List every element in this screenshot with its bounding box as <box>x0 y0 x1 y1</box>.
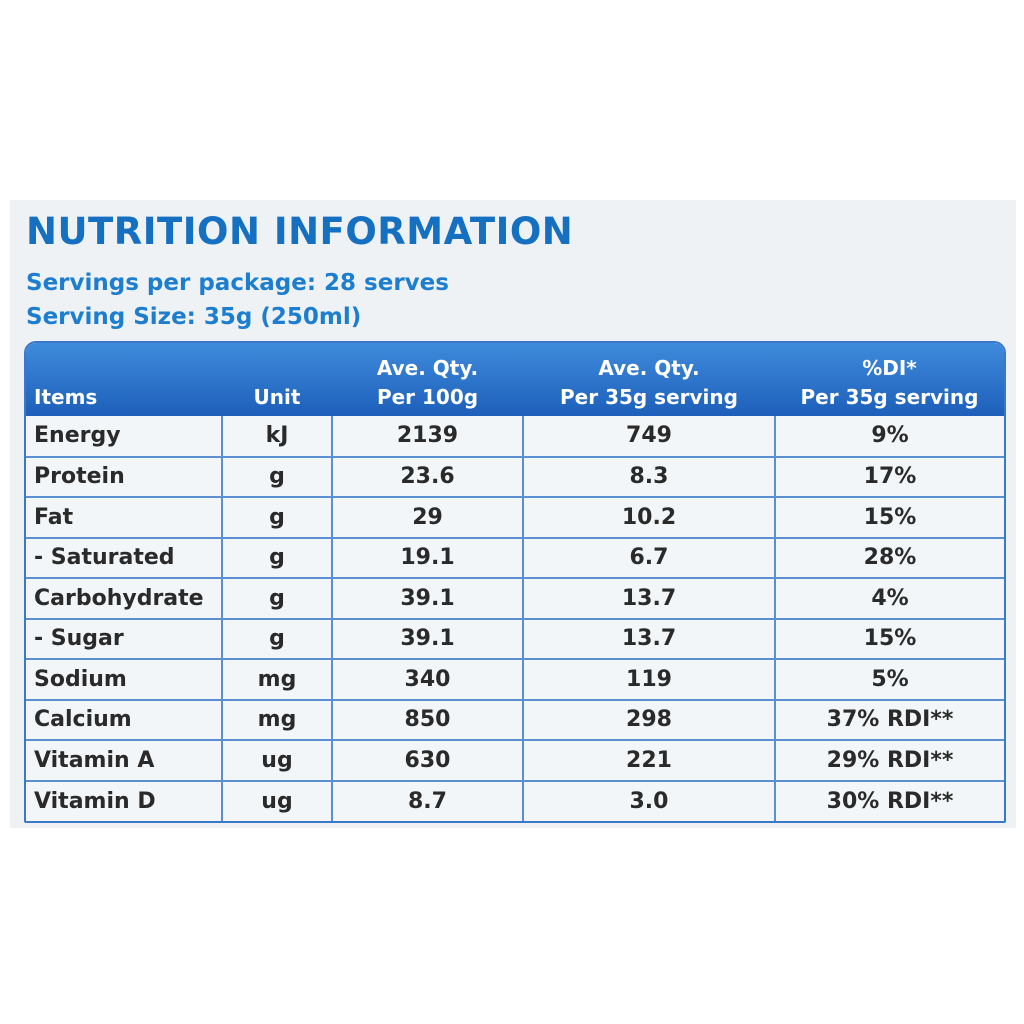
cell-percent-di: 15% <box>775 618 1004 660</box>
serving-size: Serving Size: 35g (250ml) <box>26 304 362 330</box>
table-row: Vitamin D ug 8.7 3.0 30% RDI** <box>26 780 1004 821</box>
cell-per-serving: 8.3 <box>523 456 776 498</box>
nutrition-title: NUTRITION INFORMATION <box>26 210 574 253</box>
table-row: Vitamin A ug 630 221 29% RDI** <box>26 740 1004 782</box>
cell-per-100g: 39.1 <box>332 578 524 620</box>
cell-percent-di: 37% RDI** <box>775 699 1004 741</box>
cell-unit: g <box>222 578 333 620</box>
cell-item: Energy <box>26 416 223 458</box>
cell-item: Vitamin D <box>26 780 223 821</box>
cell-per-serving: 13.7 <box>523 578 776 620</box>
cell-per-100g: 19.1 <box>332 537 524 579</box>
header-per-100g: Ave. Qty. Per 100g <box>376 356 479 409</box>
cell-percent-di: 28% <box>775 537 1004 579</box>
cell-percent-di: 4% <box>775 578 1004 620</box>
cell-per-serving: 10.2 <box>523 497 776 539</box>
cell-per-100g: 29 <box>332 497 524 539</box>
cell-per-100g: 850 <box>332 699 524 741</box>
cell-unit: g <box>222 537 333 579</box>
table-header-row: Items Unit Ave. Qty. Per 100g Ave. Qty. … <box>26 343 1004 416</box>
cell-unit: g <box>222 618 333 660</box>
cell-unit: ug <box>222 740 333 782</box>
header-per-serving: Ave. Qty. Per 35g serving <box>560 356 738 409</box>
header-unit: Unit <box>253 385 301 409</box>
cell-per-serving: 221 <box>523 740 776 782</box>
cell-item: Vitamin A <box>26 740 223 782</box>
header-items: Items <box>34 385 98 409</box>
nutrition-table: Items Unit Ave. Qty. Per 100g Ave. Qty. … <box>24 341 1006 823</box>
table-row: Carbohydrate g 39.1 13.7 4% <box>26 578 1004 620</box>
cell-per-100g: 340 <box>332 659 524 701</box>
cell-per-serving: 749 <box>523 416 776 458</box>
cell-per-serving: 3.0 <box>523 780 776 821</box>
table-row: Fat g 29 10.2 15% <box>26 497 1004 539</box>
cell-item: Sodium <box>26 659 223 701</box>
cell-percent-di: 5% <box>775 659 1004 701</box>
cell-per-100g: 23.6 <box>332 456 524 498</box>
table-row: - Sugar g 39.1 13.7 15% <box>26 618 1004 660</box>
cell-unit: kJ <box>222 416 333 458</box>
cell-per-100g: 630 <box>332 740 524 782</box>
cell-item: - Saturated <box>26 537 223 579</box>
table-row: Calcium mg 850 298 37% RDI** <box>26 699 1004 741</box>
servings-per-package: Servings per package: 28 serves <box>26 270 449 296</box>
header-percent-di: %DI* Per 35g serving <box>800 356 979 409</box>
cell-percent-di: 30% RDI** <box>826 788 954 814</box>
cell-item: Calcium <box>26 699 223 741</box>
cell-item: Protein <box>26 456 223 498</box>
nutrition-panel: NUTRITION INFORMATION Servings per packa… <box>10 200 1016 828</box>
cell-percent-di: 9% <box>775 416 1004 458</box>
table-row: Protein g 23.6 8.3 17% <box>26 456 1004 498</box>
cell-percent-di: 15% <box>775 497 1004 539</box>
cell-per-100g: 2139 <box>332 416 524 458</box>
cell-percent-di: 29% RDI** <box>775 740 1004 782</box>
table-row: - Saturated g 19.1 6.7 28% <box>26 537 1004 579</box>
cell-unit: mg <box>222 659 333 701</box>
cell-unit: g <box>222 456 333 498</box>
cell-percent-di: 17% <box>775 456 1004 498</box>
table-row: Energy kJ 2139 749 9% <box>26 416 1004 458</box>
cell-unit: ug <box>222 780 333 821</box>
cell-item: - Sugar <box>26 618 223 660</box>
cell-per-serving: 119 <box>523 659 776 701</box>
cell-per-100g: 8.7 <box>332 780 524 821</box>
cell-per-100g: 39.1 <box>332 618 524 660</box>
cell-item: Carbohydrate <box>26 578 223 620</box>
table-row: Sodium mg 340 119 5% <box>26 659 1004 701</box>
cell-item: Fat <box>26 497 223 539</box>
cell-per-serving: 13.7 <box>523 618 776 660</box>
cell-per-serving: 6.7 <box>523 537 776 579</box>
cell-per-serving: 298 <box>523 699 776 741</box>
cell-unit: mg <box>222 699 333 741</box>
cell-unit: g <box>222 497 333 539</box>
